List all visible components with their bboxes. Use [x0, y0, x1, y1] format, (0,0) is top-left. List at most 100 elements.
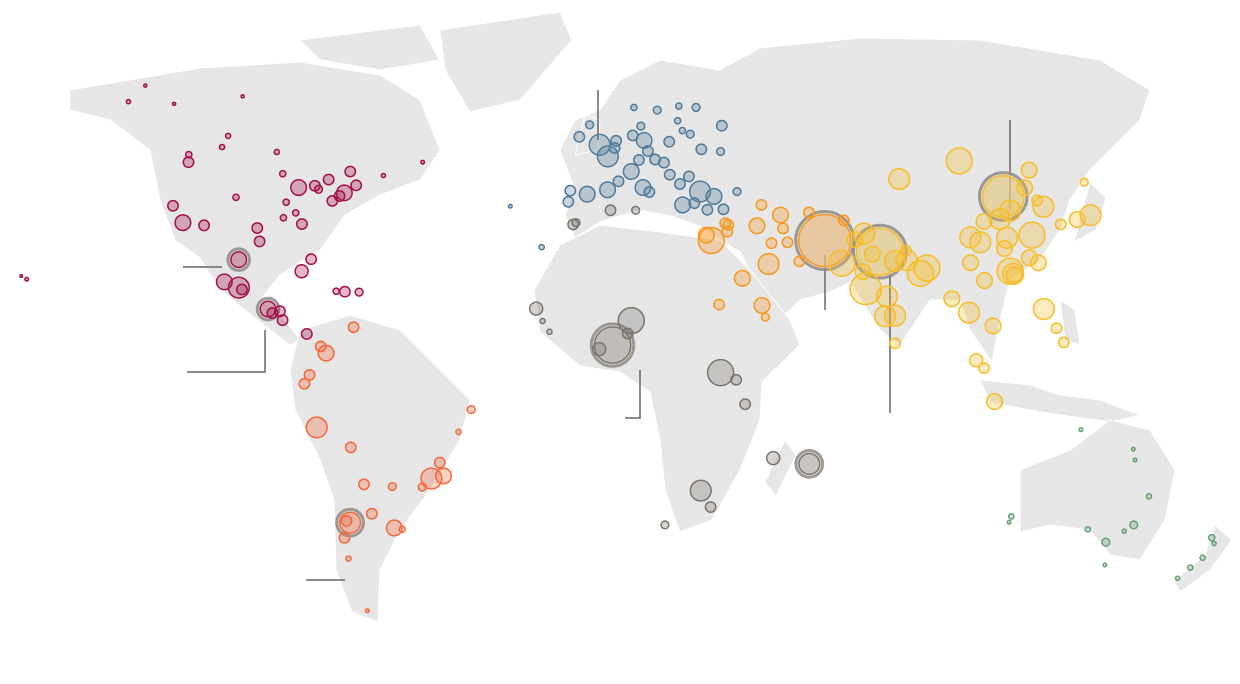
bubble	[663, 168, 676, 181]
bubble	[660, 520, 670, 530]
bubble	[562, 195, 575, 208]
bubble	[340, 514, 353, 527]
bubble	[1199, 554, 1206, 562]
bubble	[978, 362, 990, 375]
bubble	[1020, 161, 1038, 179]
bubble	[697, 226, 715, 244]
bubble	[596, 145, 620, 168]
bubble	[961, 254, 980, 272]
bubble	[1078, 427, 1084, 433]
madagascar	[764, 439, 797, 497]
bubble	[626, 129, 639, 142]
bubble	[174, 214, 192, 232]
bubble	[717, 203, 730, 216]
highlight-ring	[794, 210, 856, 271]
bubble	[874, 305, 897, 328]
bubble	[230, 251, 248, 269]
bubble	[802, 206, 815, 219]
land	[69, 11, 1233, 623]
bubble	[387, 481, 397, 492]
bubble	[678, 126, 687, 135]
bubble	[19, 274, 24, 279]
bubble	[322, 173, 335, 186]
bubble	[539, 317, 546, 325]
bubble	[253, 235, 266, 248]
bubble	[988, 207, 1012, 231]
bubble	[976, 272, 994, 290]
bubble	[354, 287, 364, 297]
bubble	[546, 328, 553, 336]
bubble	[365, 507, 378, 520]
bubble	[235, 283, 248, 296]
bubble-group	[697, 198, 856, 322]
bubble	[291, 209, 300, 217]
bubble	[345, 555, 352, 563]
bubble	[797, 213, 852, 268]
bubble	[641, 145, 654, 158]
bubble	[883, 249, 906, 273]
bubble	[701, 203, 714, 216]
arctic-islands	[298, 24, 441, 71]
bubble	[765, 237, 778, 250]
bubble	[730, 373, 743, 386]
bubble	[338, 285, 351, 298]
bubble	[713, 298, 726, 311]
bubble	[1130, 446, 1136, 452]
bubble	[167, 199, 179, 212]
bubbles	[19, 83, 1217, 614]
bubble	[380, 172, 387, 179]
bubble	[1145, 493, 1153, 500]
bubble	[753, 296, 771, 315]
bubble	[1068, 211, 1086, 229]
bubble	[608, 141, 621, 154]
bubble	[305, 416, 328, 439]
africa	[533, 224, 801, 533]
bubble	[706, 358, 735, 387]
bubble	[1018, 221, 1046, 249]
bubble-group	[298, 321, 476, 614]
bubble	[1207, 533, 1216, 542]
bubble	[564, 184, 577, 197]
indonesia	[979, 379, 1142, 423]
bubble	[986, 393, 1004, 411]
bubble	[1031, 194, 1044, 207]
bubble	[344, 441, 357, 454]
bubble	[251, 222, 264, 234]
bubble	[913, 254, 941, 282]
bubble	[364, 608, 370, 614]
south-america	[289, 314, 471, 623]
bubble	[685, 129, 695, 139]
bubble	[305, 253, 318, 266]
bubble	[300, 328, 313, 340]
bubble	[984, 317, 1002, 335]
bubble	[604, 204, 617, 217]
bubble	[959, 226, 982, 249]
japan	[1073, 181, 1107, 243]
bubble	[507, 203, 513, 209]
bubble	[326, 194, 339, 207]
bubble	[1174, 575, 1181, 582]
bubble	[142, 83, 148, 88]
bubble	[599, 181, 617, 199]
bubble-group	[19, 83, 426, 340]
new-zealand	[1173, 524, 1233, 593]
bubble	[1084, 525, 1092, 533]
bubble	[338, 511, 362, 534]
bubble	[889, 337, 902, 350]
leader-line	[625, 370, 641, 419]
bubble	[658, 156, 670, 169]
bubble	[621, 327, 634, 340]
bubble	[1016, 179, 1034, 197]
bubble	[279, 213, 288, 222]
bubble	[278, 169, 287, 178]
bubble	[358, 478, 370, 491]
philippines	[1059, 298, 1081, 346]
bubble	[793, 255, 806, 268]
bubble	[232, 193, 240, 202]
bubble	[733, 269, 751, 287]
bubble	[417, 482, 427, 492]
bubble	[715, 146, 726, 157]
bubble	[298, 377, 311, 390]
bubble	[683, 170, 695, 183]
